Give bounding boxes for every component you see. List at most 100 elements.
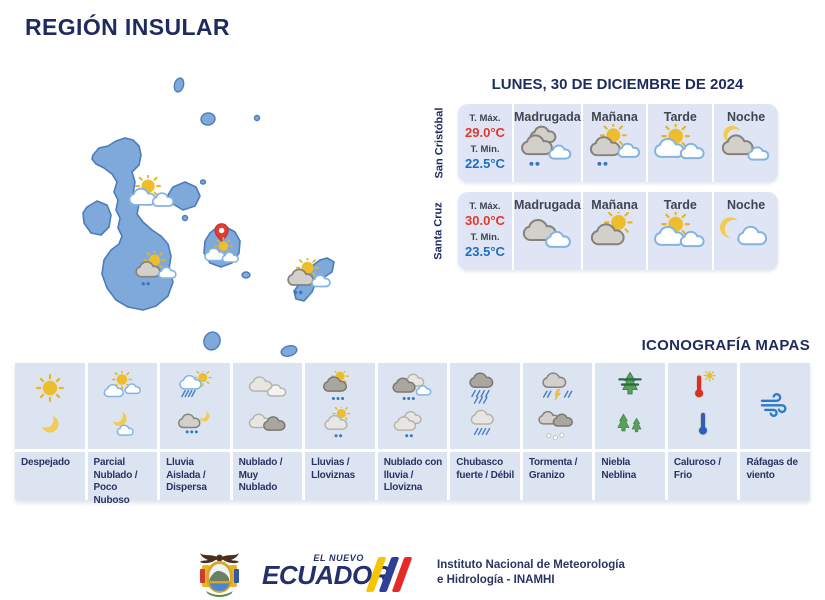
period-label: Noche [727,198,766,212]
weather-icon-moon-cloud [714,212,778,262]
legend-icon-cell [232,363,303,449]
temp-max-value: 29.0°C [465,125,505,140]
legend-icon-cell [667,363,738,449]
island [82,200,112,236]
temp-max-value: 30.0°C [465,213,505,228]
temp-min-label: T. Min. [470,232,500,243]
map-weather-icon-sun-cloud-drizzle [133,249,179,293]
map-weather-icon-pin-sun-clouds [200,223,244,273]
period-column: Madrugada [512,104,581,182]
legend-icon-night-partly [101,407,143,441]
map-weather-icon-sun-clouds [127,173,177,221]
period-label: Noche [727,110,766,124]
forecast-row: Santa Cruz T. Máx. 30.0°C T. Min. 23.5°C… [424,192,780,270]
weather-icon-sun-cloud-gray [583,208,647,262]
period-column: Mañana [580,192,647,270]
legend-icon-clouds-light [246,371,288,405]
legend-icon-mist-trees [609,407,651,441]
forecast-row: San Cristóbal T. Máx. 29.0°C T. Min. 22.… [424,104,780,182]
period-column: Noche [712,192,778,270]
period-label: Mañana [591,110,638,124]
temp-min-value: 23.5°C [465,244,505,259]
period-column: Mañana [580,104,647,182]
weather-icon-clouds-drizzle [514,124,581,174]
period-label: Madrugada [514,110,581,124]
weather-icon-sun-cloud-drizzle [583,121,647,174]
city-name: Santa Cruz [433,202,445,260]
island [203,331,221,351]
legend-label: Tormenta / Granizo [522,452,593,500]
map-weather-icon-sun-cloud-drizzle [285,256,333,302]
legend-icon-day-partly [101,371,143,405]
map-iconography-legend: Despejado Parcial Nublado / Poco Nuboso Ll… [15,363,810,506]
legend-label: Nublado con lluvia / Llovizna [377,452,448,500]
legend-icon-cell [522,363,593,449]
institute-line2: e Hidrología - INAMHI [437,573,555,586]
temp-min-value: 22.5°C [465,156,505,171]
legend-label: Caluroso / Frio [667,452,738,500]
flag-stripes-icon [365,557,413,592]
temp-max-label: T. Máx. [469,113,501,124]
legend-icon-day-isolated-rain [174,371,216,405]
legend-icon-fog-tree [609,371,651,405]
legend-label: Chubasco fuerte / Débil [450,452,520,500]
galapagos-map [55,55,405,365]
logo-main-text: ECUADOR [262,560,390,590]
legend-icon-day-drizzle [319,407,361,441]
legend-icon-day-rain [319,371,361,405]
logo-top-text: EL NUEVO [313,553,364,563]
period-label: Mañana [591,198,638,212]
city-name: San Cristóbal [433,107,445,179]
legend-icon-cell [160,363,230,449]
island [253,114,261,122]
period-label: Tarde [663,110,697,124]
legend-label: Nublado / Muy Nublado [232,452,303,500]
legend-icon-storm [537,371,579,405]
legend-label: Niebla Neblina [595,452,665,500]
page-title: REGIÓN INSULAR [25,14,230,40]
island [280,345,298,357]
period-column: Noche [712,104,778,182]
institute-line1: Instituto Nacional de Meteorología [437,559,625,571]
city-forecast-panel: T. Máx. 29.0°C T. Min. 22.5°C Madrugada … [458,104,778,182]
legend-icon-cell [15,363,85,449]
islands-layer [82,77,335,357]
legend-label: Ráfagas de viento [740,452,810,500]
weather-icon-sun-clouds [648,121,712,174]
legend-icon-sun [29,371,71,405]
legend-icon-cell [305,363,375,449]
footer: EL NUEVO ECUADOR Instituto Nacional de M… [0,545,825,600]
temp-max-label: T. Máx. [469,201,501,212]
legend-icon-cell [740,363,810,449]
temp-min-label: T. Min. [470,144,500,155]
legend-label: Lluvias / Lloviznas [305,452,375,500]
legend-icon-night-isolated-rain [174,407,216,441]
legend-icon-wind [754,389,796,423]
ecuador-coat-of-arms-icon [200,553,239,597]
temperature-column: T. Máx. 30.0°C T. Min. 23.5°C [458,192,512,270]
legend-title: ICONOGRAFÍA MAPAS [641,337,810,354]
legend-label: Despejado [15,452,85,500]
forecast-date: LUNES, 30 DE DICIEMBRE DE 2024 [491,76,744,93]
legend-icon-cell [595,363,665,449]
temperature-column: T. Máx. 29.0°C T. Min. 22.5°C [458,104,512,182]
period-column: Tarde [646,192,712,270]
legend-icon-shower-strong [464,371,506,405]
island [181,214,189,222]
island [199,179,207,185]
weather-icon-sun-clouds [648,209,712,262]
weather-icon-clouds [514,212,581,262]
period-column: Tarde [646,104,712,182]
el-nuevo-ecuador-logo: EL NUEVO ECUADOR [262,553,390,590]
city-forecast-panel: T. Máx. 30.0°C T. Min. 23.5°C Madrugada … [458,192,778,270]
institute-name: Instituto Nacional de Meteorología e Hid… [437,558,625,588]
legend-icon-cell [87,363,158,449]
legend-icon-cloudy-rain [391,371,433,405]
legend-icon-hail [537,407,579,441]
legend-icon-shower-weak [464,407,506,441]
legend-icon-cell [450,363,520,449]
island [200,112,216,126]
legend-icon-cloudy-drizzle-l [391,407,433,441]
legend-label: Parcial Nublado / Poco Nuboso [87,452,158,506]
